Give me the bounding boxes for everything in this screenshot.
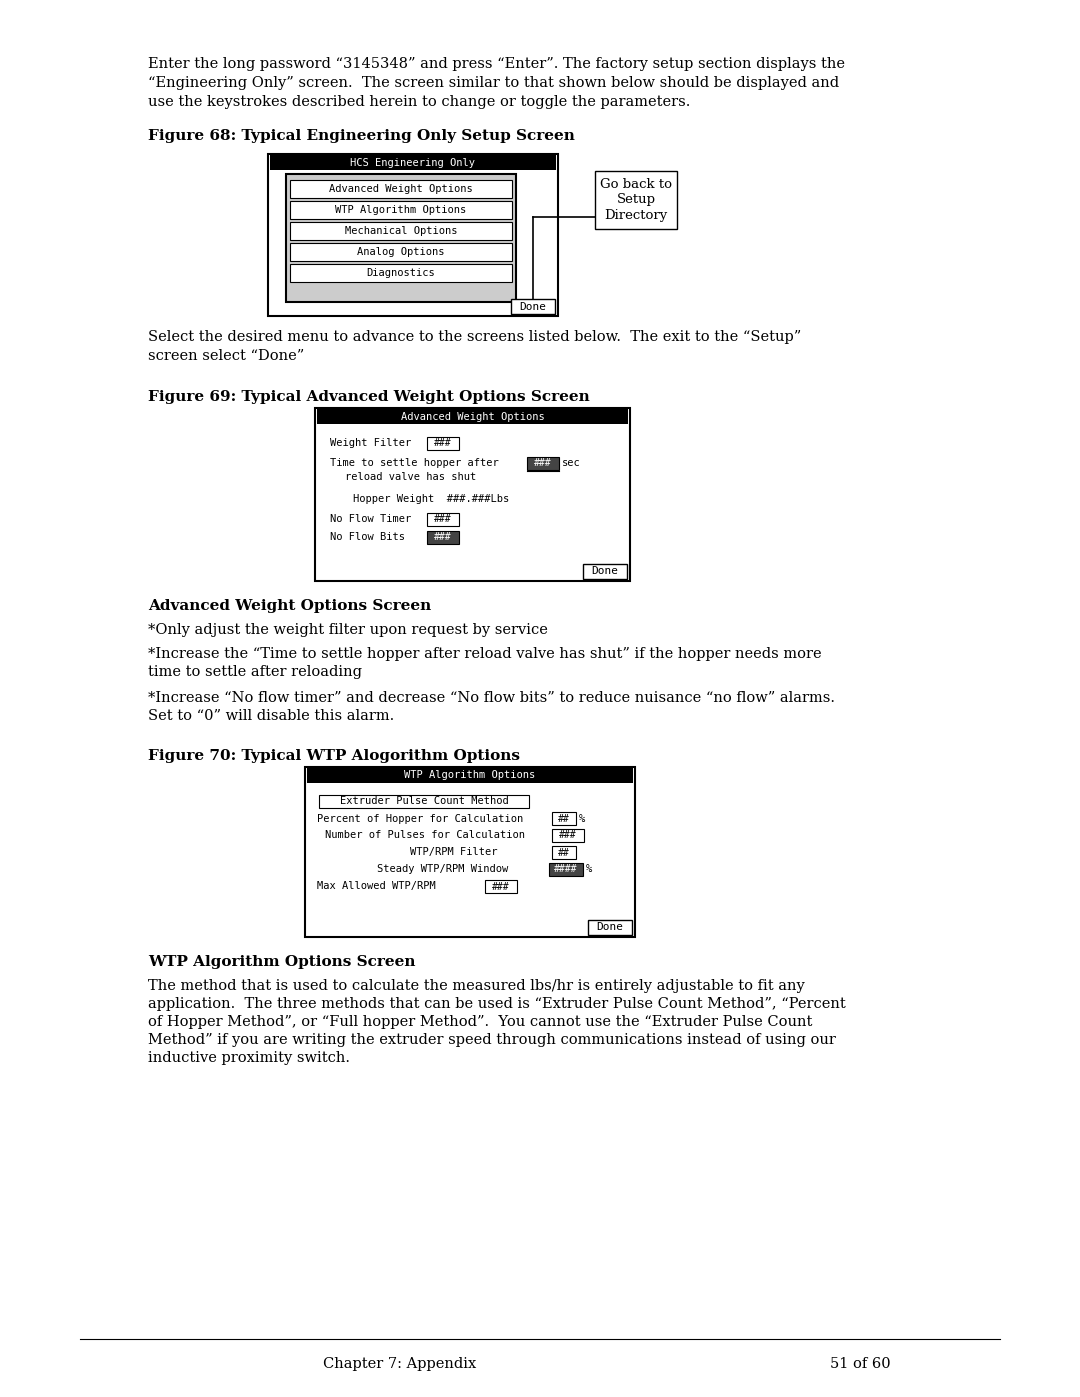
Bar — [552, 812, 576, 826]
Text: Select the desired menu to advance to the screens listed below.  The exit to the: Select the desired menu to advance to th… — [148, 330, 801, 344]
Text: ###: ### — [535, 458, 552, 468]
Bar — [427, 437, 459, 450]
Bar — [595, 170, 677, 229]
Bar — [588, 921, 632, 935]
Text: Chapter 7: Appendix: Chapter 7: Appendix — [323, 1356, 476, 1370]
Text: ##: ## — [558, 848, 570, 858]
Text: Done: Done — [519, 302, 546, 312]
Text: *Increase the “Time to settle hopper after reload valve has shut” if the hopper : *Increase the “Time to settle hopper aft… — [148, 647, 822, 661]
Text: application.  The three methods that can be used is “Extruder Pulse Count Method: application. The three methods that can … — [148, 997, 846, 1011]
Text: Advanced Weight Options Screen: Advanced Weight Options Screen — [148, 599, 431, 613]
Text: Method” if you are writing the extruder speed through communications instead of : Method” if you are writing the extruder … — [148, 1032, 836, 1046]
Text: Figure 70: Typical WTP Alogorithm Options: Figure 70: Typical WTP Alogorithm Option… — [148, 749, 519, 763]
Bar — [511, 299, 555, 314]
Text: 51 of 60: 51 of 60 — [831, 1356, 891, 1370]
Text: The method that is used to calculate the measured lbs/hr is entirely adjustable : The method that is used to calculate the… — [148, 979, 805, 993]
Bar — [291, 264, 512, 282]
Text: time to settle after reloading: time to settle after reloading — [148, 665, 362, 679]
Text: Done: Done — [596, 922, 623, 933]
Bar — [427, 513, 459, 527]
Text: of Hopper Method”, or “Full hopper Method”.  You cannot use the “Extruder Pulse : of Hopper Method”, or “Full hopper Metho… — [148, 1016, 812, 1030]
Text: Done: Done — [592, 567, 619, 577]
Text: Diagnostics: Diagnostics — [366, 268, 435, 278]
Text: ###: ### — [434, 439, 451, 448]
Text: No Flow Bits: No Flow Bits — [330, 532, 411, 542]
Text: Percent of Hopper for Calculation: Percent of Hopper for Calculation — [318, 813, 523, 823]
Bar — [291, 222, 512, 240]
Text: use the keystrokes described herein to change or toggle the parameters.: use the keystrokes described herein to c… — [148, 95, 690, 109]
Text: Mechanical Options: Mechanical Options — [345, 226, 457, 236]
Bar — [319, 795, 529, 807]
Bar — [527, 457, 559, 469]
Text: Figure 69: Typical Advanced Weight Options Screen: Figure 69: Typical Advanced Weight Optio… — [148, 390, 590, 404]
Text: ###: ### — [492, 882, 510, 891]
Bar — [268, 154, 558, 316]
Text: ####: #### — [554, 865, 578, 875]
Bar — [315, 408, 630, 581]
Bar — [286, 175, 516, 302]
Bar — [485, 880, 517, 893]
Text: Advanced Weight Options: Advanced Weight Options — [401, 412, 544, 422]
Text: Hopper Weight  ###.###Lbs: Hopper Weight ###.###Lbs — [353, 493, 510, 503]
Text: Number of Pulses for Calculation: Number of Pulses for Calculation — [325, 830, 525, 841]
Text: ###: ### — [559, 830, 577, 841]
Text: sec: sec — [562, 458, 581, 468]
Bar — [291, 201, 512, 219]
Bar — [427, 531, 459, 543]
Text: Advanced Weight Options: Advanced Weight Options — [329, 184, 473, 194]
Text: WTP Algorithm Options: WTP Algorithm Options — [336, 205, 467, 215]
Text: Analog Options: Analog Options — [357, 247, 445, 257]
Text: HCS Engineering Only: HCS Engineering Only — [351, 158, 475, 168]
Text: Figure 68: Typical Engineering Only Setup Screen: Figure 68: Typical Engineering Only Setu… — [148, 129, 575, 142]
Text: ##: ## — [558, 813, 570, 823]
Text: *Increase “No flow timer” and decrease “No flow bits” to reduce nuisance “no flo: *Increase “No flow timer” and decrease “… — [148, 692, 835, 705]
Text: Steady WTP/RPM Window: Steady WTP/RPM Window — [377, 865, 509, 875]
Text: “Engineering Only” screen.  The screen similar to that shown below should be dis: “Engineering Only” screen. The screen si… — [148, 75, 839, 89]
Bar — [270, 155, 556, 170]
Text: Time to settle hopper after: Time to settle hopper after — [330, 458, 499, 468]
Text: WTP/RPM Filter: WTP/RPM Filter — [410, 848, 498, 858]
Text: reload valve has shut: reload valve has shut — [345, 472, 476, 482]
Text: Extruder Pulse Count Method: Extruder Pulse Count Method — [339, 796, 509, 806]
Bar — [583, 564, 627, 578]
Bar — [552, 847, 576, 859]
Text: Weight Filter: Weight Filter — [330, 439, 411, 448]
Bar — [552, 828, 584, 842]
Text: Enter the long password “3145348” and press “Enter”. The factory setup section d: Enter the long password “3145348” and pr… — [148, 57, 845, 71]
Text: %: % — [586, 865, 592, 875]
Text: %: % — [579, 813, 585, 823]
Text: Max Allowed WTP/RPM: Max Allowed WTP/RPM — [318, 882, 435, 891]
Text: WTP Algorithm Options Screen: WTP Algorithm Options Screen — [148, 956, 416, 970]
Text: WTP Algorithm Options: WTP Algorithm Options — [404, 771, 536, 781]
Text: ###: ### — [434, 532, 451, 542]
Bar — [291, 180, 512, 198]
Text: inductive proximity switch.: inductive proximity switch. — [148, 1051, 350, 1065]
Text: Set to “0” will disable this alarm.: Set to “0” will disable this alarm. — [148, 710, 394, 724]
Bar — [305, 767, 635, 937]
Bar — [307, 768, 633, 782]
Bar — [549, 863, 583, 876]
Text: ###: ### — [434, 514, 451, 524]
Bar — [291, 243, 512, 261]
Text: screen select “Done”: screen select “Done” — [148, 349, 305, 363]
Bar — [318, 409, 627, 425]
Text: Go back to
Setup
Directory: Go back to Setup Directory — [600, 179, 672, 222]
Text: No Flow Timer: No Flow Timer — [330, 514, 411, 524]
Text: *Only adjust the weight filter upon request by service: *Only adjust the weight filter upon requ… — [148, 623, 548, 637]
